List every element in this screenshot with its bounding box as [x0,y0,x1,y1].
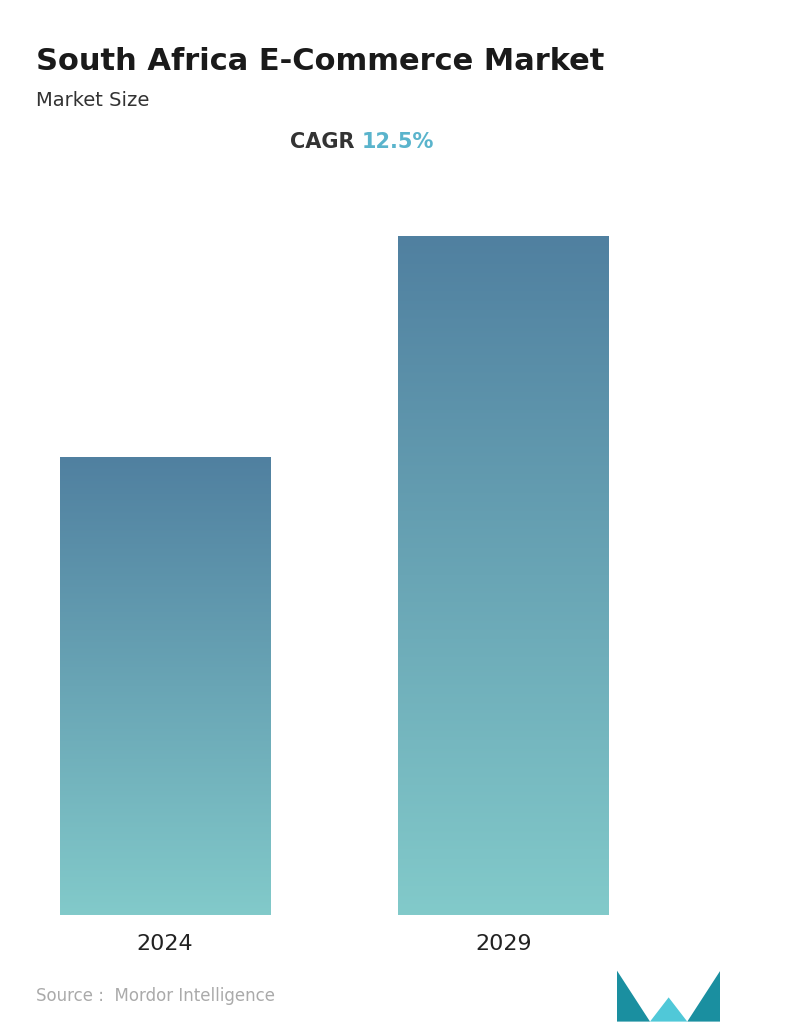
Text: 2024: 2024 [137,934,193,953]
Text: Market Size: Market Size [36,91,149,110]
Text: CAGR: CAGR [290,132,354,152]
Text: 2029: 2029 [475,934,532,953]
Text: South Africa E-Commerce Market: South Africa E-Commerce Market [36,47,604,75]
Polygon shape [687,971,720,1022]
Text: 12.5%: 12.5% [362,132,435,152]
Polygon shape [617,971,650,1022]
Text: Source :  Mordor Intelligence: Source : Mordor Intelligence [36,987,275,1005]
Polygon shape [650,998,687,1022]
